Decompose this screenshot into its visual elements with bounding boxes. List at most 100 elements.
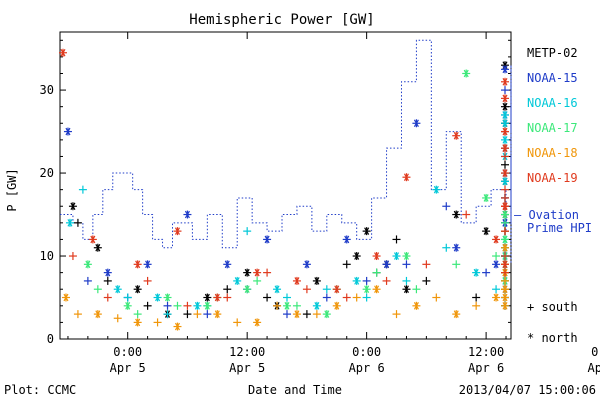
point-noaa-16-south bbox=[442, 243, 451, 252]
legend-entry-metp-02: METP-02 bbox=[527, 46, 578, 60]
point-noaa-19-south bbox=[263, 268, 272, 277]
point-noaa-19-south bbox=[183, 301, 192, 310]
point-metp-02-north bbox=[133, 285, 142, 294]
point-metp-02-south bbox=[143, 301, 152, 310]
point-noaa-16-south bbox=[492, 285, 501, 294]
point-noaa-18-south bbox=[113, 314, 122, 323]
point-noaa-15-north bbox=[103, 268, 112, 277]
point-noaa-15-north bbox=[501, 65, 509, 74]
plot-area: 0 10 20 30 0:00 Apr 5 12:00 Apr 5 0:00 Apr 6 12:00… bbox=[40, 31, 600, 375]
point-noaa-19-north bbox=[253, 268, 262, 277]
point-metp-02-north bbox=[501, 102, 509, 111]
point-noaa-19-north bbox=[402, 173, 411, 182]
point-noaa-17-north bbox=[501, 235, 509, 244]
legend-entry-noaa-18: NOAA-18 bbox=[527, 146, 578, 160]
point-noaa-15-south bbox=[322, 293, 331, 302]
point-noaa-18-north bbox=[372, 285, 381, 294]
point-noaa-15-north bbox=[302, 260, 311, 269]
point-noaa-19-north bbox=[492, 235, 501, 244]
point-noaa-15-north bbox=[263, 235, 272, 244]
point-noaa-17-north bbox=[163, 293, 172, 302]
point-noaa-15-north bbox=[492, 260, 501, 269]
point-noaa-17-south bbox=[501, 218, 509, 227]
legend-entry-ovation-line1: — Ovation bbox=[514, 208, 579, 222]
point-noaa-16-north bbox=[65, 218, 74, 227]
legend-entry-noaa-17: NOAA-17 bbox=[527, 121, 578, 135]
point-metp-02-north bbox=[362, 227, 371, 236]
point-noaa-19-south bbox=[501, 227, 509, 236]
point-noaa-18-north bbox=[173, 322, 182, 331]
x-tick-label-date: Apr 5 bbox=[110, 361, 146, 375]
point-metp-02-south bbox=[73, 218, 82, 227]
point-metp-02-south bbox=[422, 276, 431, 285]
plot-frame bbox=[59, 31, 512, 340]
point-noaa-16-north bbox=[501, 177, 509, 186]
point-noaa-19-south bbox=[143, 276, 152, 285]
point-noaa-18-north bbox=[332, 301, 341, 310]
point-noaa-16-south bbox=[402, 276, 411, 285]
point-noaa-17-south bbox=[492, 252, 501, 261]
point-noaa-18-south bbox=[392, 310, 401, 319]
point-noaa-19-north bbox=[452, 131, 461, 140]
point-noaa-18-south bbox=[273, 301, 282, 310]
point-noaa-16-north bbox=[501, 119, 509, 128]
point-metp-02-south bbox=[183, 310, 192, 319]
point-metp-02-north bbox=[93, 243, 102, 252]
x-tick-label-time: 0:00 bbox=[113, 345, 142, 359]
point-noaa-18-south bbox=[153, 318, 162, 327]
point-noaa-19-north bbox=[332, 285, 341, 294]
point-noaa-17-south bbox=[292, 301, 301, 310]
point-noaa-18-south bbox=[472, 301, 481, 310]
x-tick-label-date: Apr 6 bbox=[349, 361, 385, 375]
point-metp-02-south bbox=[392, 235, 401, 244]
point-noaa-16-south bbox=[362, 293, 371, 302]
x-axis-label: Date and Time bbox=[248, 383, 342, 397]
point-noaa-19-south bbox=[382, 276, 391, 285]
legend: METP-02 NOAA-15 NOAA-16 NOAA-17 NOAA-18 NOAA-… bbox=[514, 46, 592, 345]
point-metp-02-north bbox=[203, 293, 212, 302]
point-noaa-19-north bbox=[372, 252, 381, 261]
y-axis-label: P [GW] bbox=[5, 168, 19, 211]
point-noaa-19-south bbox=[422, 260, 431, 269]
x-tick-label-date: Apr 7 bbox=[588, 361, 600, 375]
point-noaa-19-south bbox=[302, 285, 311, 294]
point-noaa-16-north bbox=[233, 276, 242, 285]
plot-timestamp: 2013/04/07 15:00:06 bbox=[459, 383, 596, 397]
legend-entry-noaa-16: NOAA-16 bbox=[527, 96, 578, 110]
point-noaa-15-south bbox=[163, 301, 172, 310]
point-metp-02-north bbox=[352, 252, 361, 261]
legend-marker-north: * north bbox=[527, 331, 578, 345]
point-noaa-18-north bbox=[133, 318, 142, 327]
point-noaa-15-south bbox=[442, 202, 451, 211]
point-noaa-18-south bbox=[501, 276, 509, 285]
point-metp-02-south bbox=[223, 285, 232, 294]
point-noaa-19-north bbox=[501, 77, 509, 86]
point-noaa-17-south bbox=[372, 268, 381, 277]
x-tick-label-time: 12:00 bbox=[229, 345, 265, 359]
point-noaa-15-north bbox=[412, 119, 421, 128]
point-noaa-17-north bbox=[462, 69, 471, 78]
point-noaa-17-north bbox=[322, 310, 331, 319]
point-noaa-15-north bbox=[342, 235, 351, 244]
y-tick-label: 0 bbox=[47, 332, 54, 346]
point-noaa-16-north bbox=[432, 185, 441, 194]
point-noaa-16-north bbox=[501, 135, 509, 144]
point-noaa-19-north bbox=[501, 202, 509, 211]
point-noaa-15-south bbox=[203, 310, 212, 319]
point-noaa-16-south bbox=[163, 310, 172, 319]
point-noaa-18-north bbox=[93, 310, 102, 319]
point-noaa-18-north bbox=[501, 293, 509, 302]
point-noaa-15-south bbox=[83, 276, 92, 285]
point-noaa-18-south bbox=[312, 310, 321, 319]
point-noaa-19-north bbox=[292, 276, 301, 285]
point-noaa-15-south bbox=[501, 86, 509, 95]
point-noaa-18-north bbox=[412, 301, 421, 310]
point-metp-02-north bbox=[312, 276, 321, 285]
point-metp-02-north bbox=[452, 210, 461, 219]
x-tick-label-date: Apr 6 bbox=[468, 361, 504, 375]
legend-entry-noaa-15: NOAA-15 bbox=[527, 71, 578, 85]
point-noaa-19-north bbox=[501, 127, 509, 136]
point-noaa-17-south bbox=[93, 285, 102, 294]
point-metp-02-south bbox=[263, 293, 272, 302]
point-noaa-15-south bbox=[482, 268, 491, 277]
